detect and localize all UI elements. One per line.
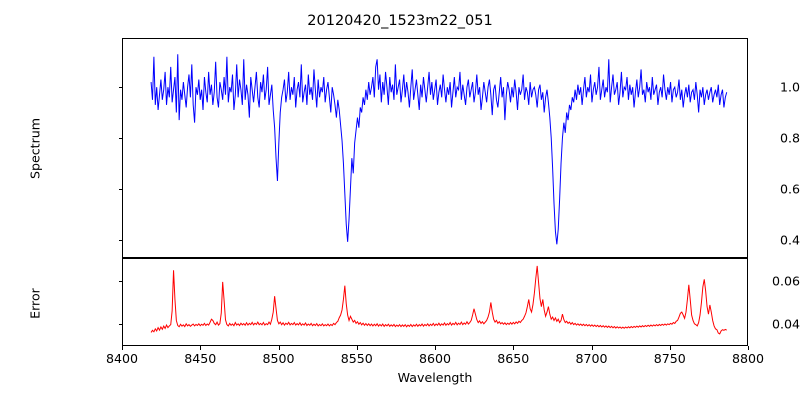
y-axis-label-error: Error [27, 288, 43, 319]
y-tick-label: 0.6 [779, 181, 800, 197]
y-tick-mark [118, 323, 122, 325]
x-tick-label: 8650 [497, 351, 530, 366]
y-tick-label: 0.4 [779, 232, 800, 248]
y-tick-mark [118, 188, 122, 190]
error-plot-area [122, 258, 748, 346]
y-axis-label-spectrum: Spectrum [27, 117, 43, 180]
x-tick-mark [591, 346, 593, 350]
x-tick-mark [435, 346, 437, 350]
y-tick-mark [118, 280, 122, 282]
x-tick-mark [278, 346, 280, 350]
x-tick-label: 8750 [653, 351, 686, 366]
x-tick-mark [669, 346, 671, 350]
y-tick-mark [118, 86, 122, 88]
x-tick-label: 8800 [731, 351, 765, 366]
x-tick-mark [122, 346, 124, 350]
x-tick-label: 8450 [184, 351, 217, 366]
spectrum-line [151, 54, 727, 244]
x-tick-mark [356, 346, 358, 350]
x-tick-label: 8550 [340, 351, 373, 366]
y-tick-label: 0.04 [771, 316, 800, 331]
x-tick-label: 8600 [418, 351, 452, 366]
spectrum-canvas [123, 39, 747, 257]
x-tick-mark [200, 346, 202, 350]
y-tick-label: 0.8 [779, 130, 800, 146]
chart-title: 20120420_1523m22_051 [307, 13, 493, 29]
x-tick-mark [748, 346, 750, 350]
y-tick-label: 0.06 [771, 273, 800, 288]
y-tick-label: 1.0 [779, 79, 800, 95]
error-line [151, 266, 727, 334]
error-canvas [123, 259, 747, 345]
x-tick-mark [513, 346, 515, 350]
x-tick-label: 8700 [575, 351, 608, 366]
y-tick-mark [118, 240, 122, 242]
x-axis-label: Wavelength [397, 370, 473, 385]
x-tick-label: 8400 [105, 351, 139, 366]
spectrum-plot-area [122, 38, 748, 258]
y-tick-mark [118, 137, 122, 139]
x-tick-label: 8500 [262, 351, 295, 366]
